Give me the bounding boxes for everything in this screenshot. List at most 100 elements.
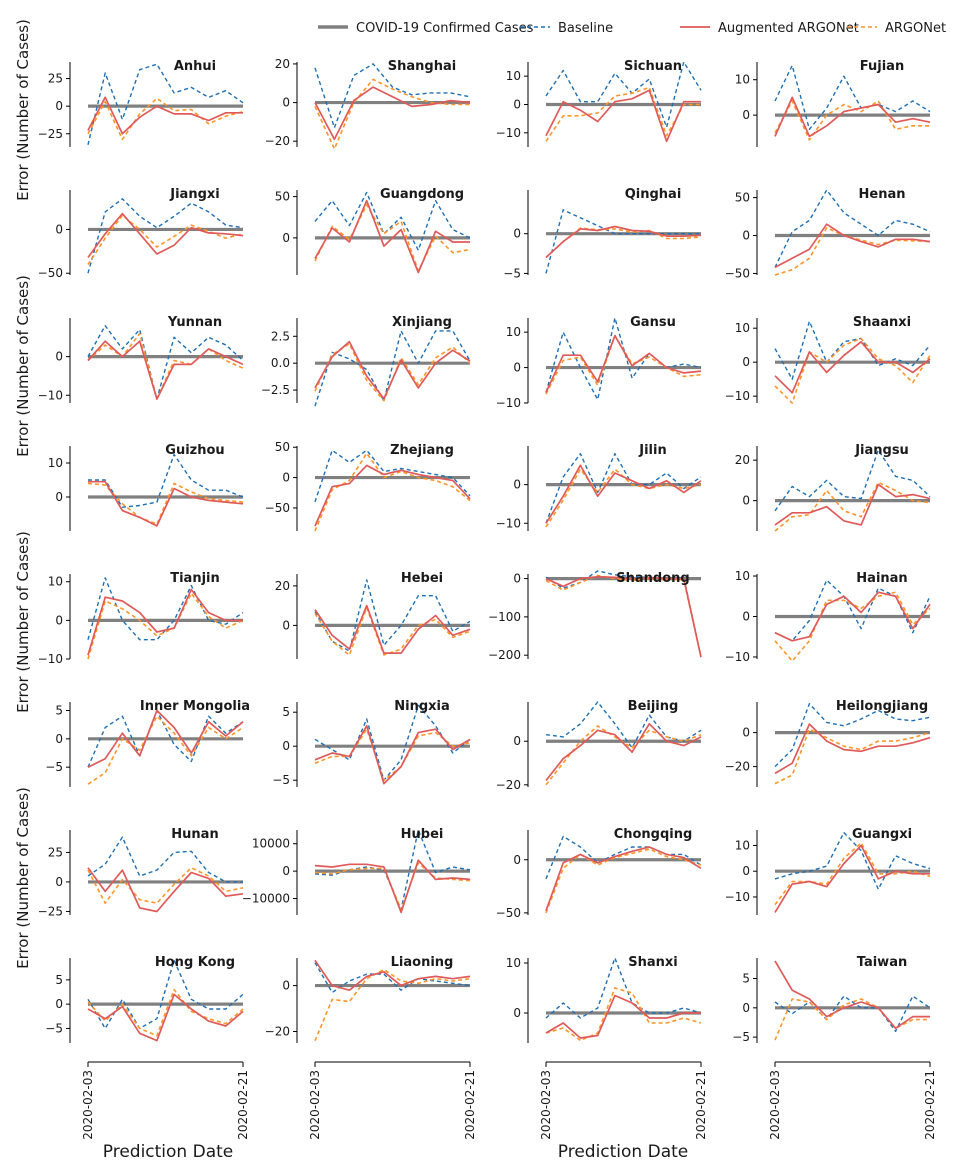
augmented-argonet-series	[774, 591, 931, 642]
baseline-series	[545, 570, 702, 658]
argonet-series	[545, 334, 702, 395]
y-tick-label: 0	[742, 1001, 750, 1015]
augmented-argonet-series	[314, 604, 471, 654]
legend-label: Baseline	[558, 21, 613, 36]
panel-jiangsu: 0 20 Jiangsu	[735, 443, 931, 532]
baseline-series	[87, 959, 244, 1030]
y-tick-label: 5	[742, 972, 750, 986]
panel-shaanxi: −10 0 10 Shaanxi	[725, 315, 931, 404]
y-tick-label: −5	[503, 266, 521, 280]
panel-shanghai: −20 0 20 Shanghai	[265, 57, 471, 150]
panel-jilin: −10 0 Jilin	[496, 443, 702, 531]
panel-sichuan: −10 0 10 Sichuan	[496, 59, 702, 147]
baseline-series	[774, 449, 931, 512]
panel-title: Yunnan	[167, 315, 222, 330]
y-tick-label: −10	[496, 516, 521, 530]
panel-liaoning: −20 0 Liaoning	[265, 955, 471, 1043]
panel-title: Tianjin	[170, 571, 220, 586]
panel-ningxia: −5 0 5 Ningxia	[272, 699, 471, 787]
y-axis-title: Error (Number of Cases)	[14, 275, 32, 457]
argonet-series	[87, 866, 244, 905]
y-tick-label: 0	[742, 610, 750, 624]
baseline-series	[87, 63, 244, 145]
augmented-argonet-series	[545, 722, 702, 782]
baseline-series	[774, 995, 931, 1033]
argonet-series	[774, 337, 931, 404]
augmented-argonet-series	[545, 575, 702, 658]
y-tick-label: −10000	[242, 892, 290, 906]
argonet-series	[314, 204, 471, 272]
baseline-series	[545, 453, 702, 524]
augmented-argonet-series	[314, 464, 471, 527]
argonet-series	[545, 848, 702, 914]
augmented-argonet-series	[314, 340, 471, 400]
baseline-series	[314, 962, 471, 994]
y-tick-label: −10	[38, 388, 63, 402]
y-tick-label: 0	[742, 355, 750, 369]
baseline-series	[774, 579, 931, 642]
y-tick-label: −200	[488, 648, 521, 662]
augmented-argonet-series	[774, 723, 931, 775]
y-tick-label: 50	[275, 440, 290, 454]
panel-title: Gansu	[630, 315, 676, 330]
augmented-argonet-series	[545, 89, 701, 143]
panel-hubei: −10000 0 10000 Hubei	[242, 827, 471, 915]
argonet-series	[87, 715, 244, 785]
y-tick-label: 0	[282, 979, 290, 993]
panel-heilongjiang: −20 0 Heilongjiang	[725, 699, 931, 787]
baseline-series	[545, 317, 702, 401]
panel-zhejiang: −50 0 50 Zhejiang	[265, 440, 471, 532]
baseline-series	[774, 64, 931, 131]
y-tick-label: −10	[725, 890, 750, 904]
y-tick-label: 10	[735, 321, 750, 335]
x-tick-label: 2020-02-21	[923, 1070, 937, 1140]
argonet-series	[87, 97, 244, 141]
argonet-series	[545, 574, 702, 658]
legend-label: Augmented ARGONet	[718, 21, 859, 36]
y-tick-label: 10000	[252, 837, 290, 851]
y-tick-label: 0	[513, 734, 521, 748]
panel-hong-kong: −5 0 5 Hong Kong	[45, 955, 244, 1043]
augmented-argonet-series	[774, 844, 930, 913]
augmented-argonet-series	[314, 724, 471, 785]
y-tick-label: −25	[38, 904, 63, 918]
y-tick-label: 0	[55, 99, 63, 113]
baseline-series	[774, 831, 931, 890]
augmented-argonet-series	[774, 223, 931, 269]
y-tick-label: 0	[282, 231, 290, 245]
y-tick-label: −2.5	[261, 383, 290, 397]
augmented-argonet-series	[314, 86, 471, 141]
y-tick-label: 20	[275, 57, 290, 71]
panel-title: Liaoning	[391, 955, 454, 970]
panel-shanxi: 0 10 Shanxi	[506, 955, 702, 1043]
y-tick-label: 0	[282, 471, 290, 485]
panel-title: Qinghai	[625, 187, 682, 202]
panel-title: Jilin	[638, 443, 666, 458]
baseline-series	[545, 957, 702, 1019]
y-tick-label: 10	[735, 569, 750, 583]
panel-title: Hubei	[401, 827, 444, 842]
panel-title: Shandong	[616, 571, 689, 586]
panel-guangxi: −10 0 10 Guangxi	[725, 827, 931, 915]
y-tick-label: 10	[48, 575, 63, 589]
panel-title: Jiangsu	[854, 443, 909, 458]
y-tick-label: −10	[725, 650, 750, 664]
panel-henan: −50 0 50 Henan	[725, 187, 931, 280]
y-tick-label: 0	[513, 1006, 521, 1020]
legend-label: COVID-19 Confirmed Cases	[356, 21, 534, 36]
y-tick-label: −10	[496, 396, 521, 410]
y-tick-label: 0	[55, 732, 63, 746]
panel-title: Hebei	[401, 571, 443, 586]
augmented-argonet-series	[545, 846, 702, 912]
augmented-argonet-series	[545, 464, 702, 524]
y-tick-label: −50	[38, 266, 63, 280]
y-tick-label: 25	[48, 72, 63, 86]
panel-chongqing: −50 0 Chongqing	[496, 827, 702, 920]
y-tick-label: −50	[725, 266, 750, 280]
y-tick-label: −20	[496, 778, 521, 792]
y-tick-label: 0	[282, 618, 290, 632]
panel-hebei: 0 20 Hebei	[275, 571, 471, 659]
y-tick-label: 10	[735, 838, 750, 852]
